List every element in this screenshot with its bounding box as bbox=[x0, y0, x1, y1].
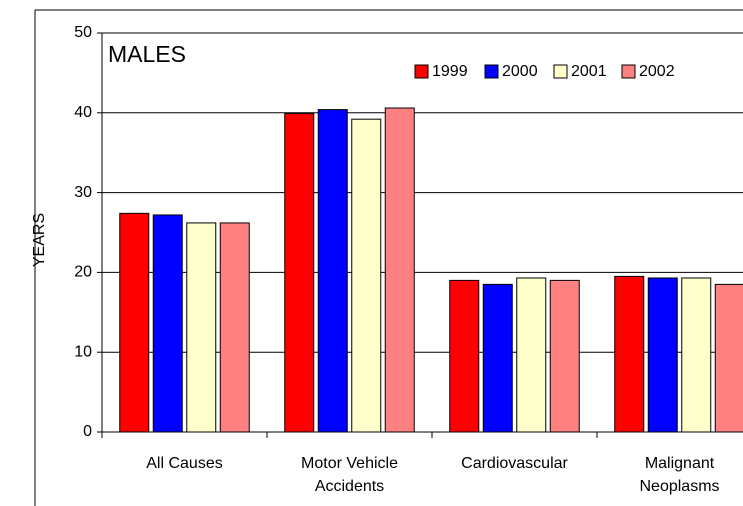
bar bbox=[681, 277, 712, 433]
x-tick-label: Cardiovascular bbox=[461, 455, 568, 472]
bar bbox=[317, 109, 348, 433]
bar bbox=[614, 275, 645, 433]
bar bbox=[549, 279, 580, 433]
chart-title: MALES bbox=[108, 41, 186, 67]
y-tick-label: 20 bbox=[74, 264, 92, 281]
bar bbox=[647, 277, 678, 433]
legend-swatch bbox=[553, 64, 568, 79]
legend-label: 2002 bbox=[639, 63, 675, 80]
y-tick-label: 40 bbox=[74, 104, 92, 121]
legend-label: 2000 bbox=[502, 63, 538, 80]
bar bbox=[714, 283, 743, 433]
legend-swatch bbox=[621, 64, 636, 79]
bar bbox=[384, 107, 415, 433]
bar bbox=[284, 113, 315, 433]
y-axis-label: YEARS bbox=[31, 213, 48, 267]
bar bbox=[449, 279, 480, 433]
bar bbox=[219, 222, 250, 433]
bar bbox=[516, 277, 547, 433]
legend-swatch bbox=[414, 64, 429, 79]
legend-label: 2001 bbox=[571, 63, 607, 80]
y-tick-label: 0 bbox=[83, 423, 92, 440]
y-tick-label: 30 bbox=[74, 184, 92, 201]
x-tick-label: Motor Vehicle Accidents bbox=[301, 455, 398, 495]
y-tick-label: 50 bbox=[74, 24, 92, 41]
y-tick-label: 10 bbox=[74, 343, 92, 360]
bar bbox=[351, 118, 382, 433]
bar bbox=[152, 214, 183, 433]
x-tick-label: Malignant Neoplasms bbox=[639, 455, 719, 495]
bar bbox=[482, 283, 513, 433]
legend-swatch bbox=[484, 64, 499, 79]
bar bbox=[119, 212, 150, 433]
x-tick-label: All Causes bbox=[146, 455, 222, 472]
bar bbox=[186, 222, 217, 433]
legend-label: 1999 bbox=[432, 63, 468, 80]
